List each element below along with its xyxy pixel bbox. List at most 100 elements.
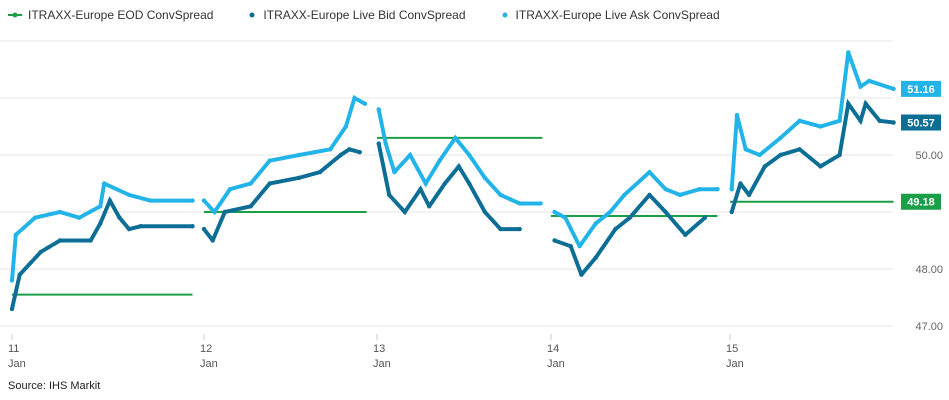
ask-series-line xyxy=(10,51,896,283)
legend-item-eod[interactable]: ITRAXX-Europe EOD ConvSpread xyxy=(8,8,213,22)
bid-point xyxy=(418,187,423,192)
x-tick-sublabel: Jan xyxy=(373,358,391,370)
y-tick-label: 47.00 xyxy=(915,321,943,333)
bid-point xyxy=(498,226,503,232)
y-tick-label: 50.00 xyxy=(915,150,943,162)
bid-point xyxy=(647,192,652,198)
bid-point xyxy=(663,209,668,215)
ask-point xyxy=(538,201,543,206)
ask-point xyxy=(647,169,652,175)
ask-point xyxy=(677,192,683,198)
bid-point xyxy=(837,152,842,158)
ask-point xyxy=(267,158,272,163)
bid-point xyxy=(456,164,461,169)
bid-point xyxy=(467,181,472,186)
bid-last-badge: 50.57 xyxy=(901,114,941,131)
bid-point xyxy=(357,149,362,155)
ask-point xyxy=(383,141,388,146)
ask-point xyxy=(437,158,442,163)
ask-point xyxy=(467,152,472,158)
ask-point xyxy=(517,201,522,206)
ask-point xyxy=(715,187,720,192)
ask-point xyxy=(343,124,349,129)
bid-point xyxy=(347,147,352,152)
ask-point xyxy=(778,135,783,141)
bid-point xyxy=(376,141,381,146)
ask-point xyxy=(352,95,357,101)
ask-point xyxy=(663,187,668,192)
ask-point xyxy=(376,107,381,112)
bid-point xyxy=(613,226,618,232)
ask-point xyxy=(101,181,107,186)
bid-point xyxy=(9,306,15,312)
bid-point xyxy=(210,238,215,243)
ask-point xyxy=(98,204,103,209)
bid-point xyxy=(729,209,734,215)
bid-series-line xyxy=(10,98,896,311)
ask-point xyxy=(858,84,863,89)
x-tick-label: 11 xyxy=(8,343,19,355)
x-tick-sublabel: Jan xyxy=(200,358,218,370)
x-tick-sublabel: Jan xyxy=(726,358,744,370)
legend-item-ask[interactable]: ITRAXX-Europe Live Ask ConvSpread xyxy=(500,8,720,22)
bid-point xyxy=(891,120,896,125)
legend-label: ITRAXX-Europe Live Ask ConvSpread xyxy=(515,8,720,22)
ask-point xyxy=(328,147,333,152)
ask-point xyxy=(148,198,153,203)
x-tick-label: 13 xyxy=(373,343,385,355)
ask-last-badge: 51.16 xyxy=(901,80,941,97)
bid-point xyxy=(846,101,851,106)
bid-point xyxy=(201,226,207,232)
legend: ITRAXX-Europe EOD ConvSpread ITRAXX-Euro… xyxy=(8,8,720,22)
bid-point xyxy=(427,204,432,209)
ask-point xyxy=(563,215,568,220)
bid-point xyxy=(190,224,195,229)
bid-point xyxy=(386,192,392,198)
ask-point xyxy=(797,118,802,124)
ask-point xyxy=(891,86,896,92)
ask-point xyxy=(423,181,428,186)
bid-point xyxy=(579,272,584,277)
ask-point xyxy=(837,118,842,124)
bid-point xyxy=(746,192,752,198)
bid-point xyxy=(552,238,557,243)
x-tick-sublabel: Jan xyxy=(547,358,565,370)
ask-point xyxy=(453,135,458,141)
bid-point xyxy=(98,221,103,226)
bid-point xyxy=(683,232,688,237)
ask-point xyxy=(77,215,82,220)
ask-point xyxy=(498,192,503,198)
ask-point xyxy=(743,147,748,152)
legend-label: ITRAXX-Europe EOD ConvSpread xyxy=(28,8,214,22)
bid-point xyxy=(402,209,408,215)
ask-point xyxy=(57,209,63,215)
bid-point xyxy=(57,238,63,243)
bid-point xyxy=(627,215,632,220)
bid-point xyxy=(568,244,573,249)
bid-point xyxy=(778,152,783,158)
ask-point xyxy=(407,152,413,158)
ask-point xyxy=(13,232,19,237)
legend-item-bid[interactable]: ITRAXX-Europe Live Bid ConvSpread xyxy=(247,8,466,22)
bid-point xyxy=(738,181,743,186)
bid-point xyxy=(818,164,823,169)
bid-point xyxy=(126,226,132,232)
legend-label: ITRAXX-Europe Live Bid ConvSpread xyxy=(263,8,466,22)
ask-point xyxy=(201,198,207,203)
ask-point xyxy=(248,181,253,186)
ask-point xyxy=(818,124,823,129)
bid-point xyxy=(858,118,863,124)
ask-point xyxy=(607,209,613,215)
bid-point xyxy=(762,164,767,169)
ask-point xyxy=(392,169,397,175)
bid-point xyxy=(338,152,343,158)
ask-point xyxy=(362,101,368,106)
bid-point xyxy=(138,224,143,229)
x-tick-label: 12 xyxy=(200,343,212,355)
ask-point xyxy=(190,198,195,203)
ask-point xyxy=(126,192,132,198)
ask-point xyxy=(552,209,557,215)
bid-point xyxy=(863,101,868,106)
ask-point xyxy=(212,209,217,215)
